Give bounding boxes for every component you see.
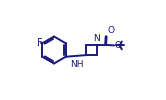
Text: N: N — [93, 34, 100, 43]
Text: O: O — [107, 26, 114, 35]
Text: NH: NH — [70, 60, 83, 69]
Text: O: O — [115, 41, 122, 50]
Text: F: F — [37, 38, 42, 48]
